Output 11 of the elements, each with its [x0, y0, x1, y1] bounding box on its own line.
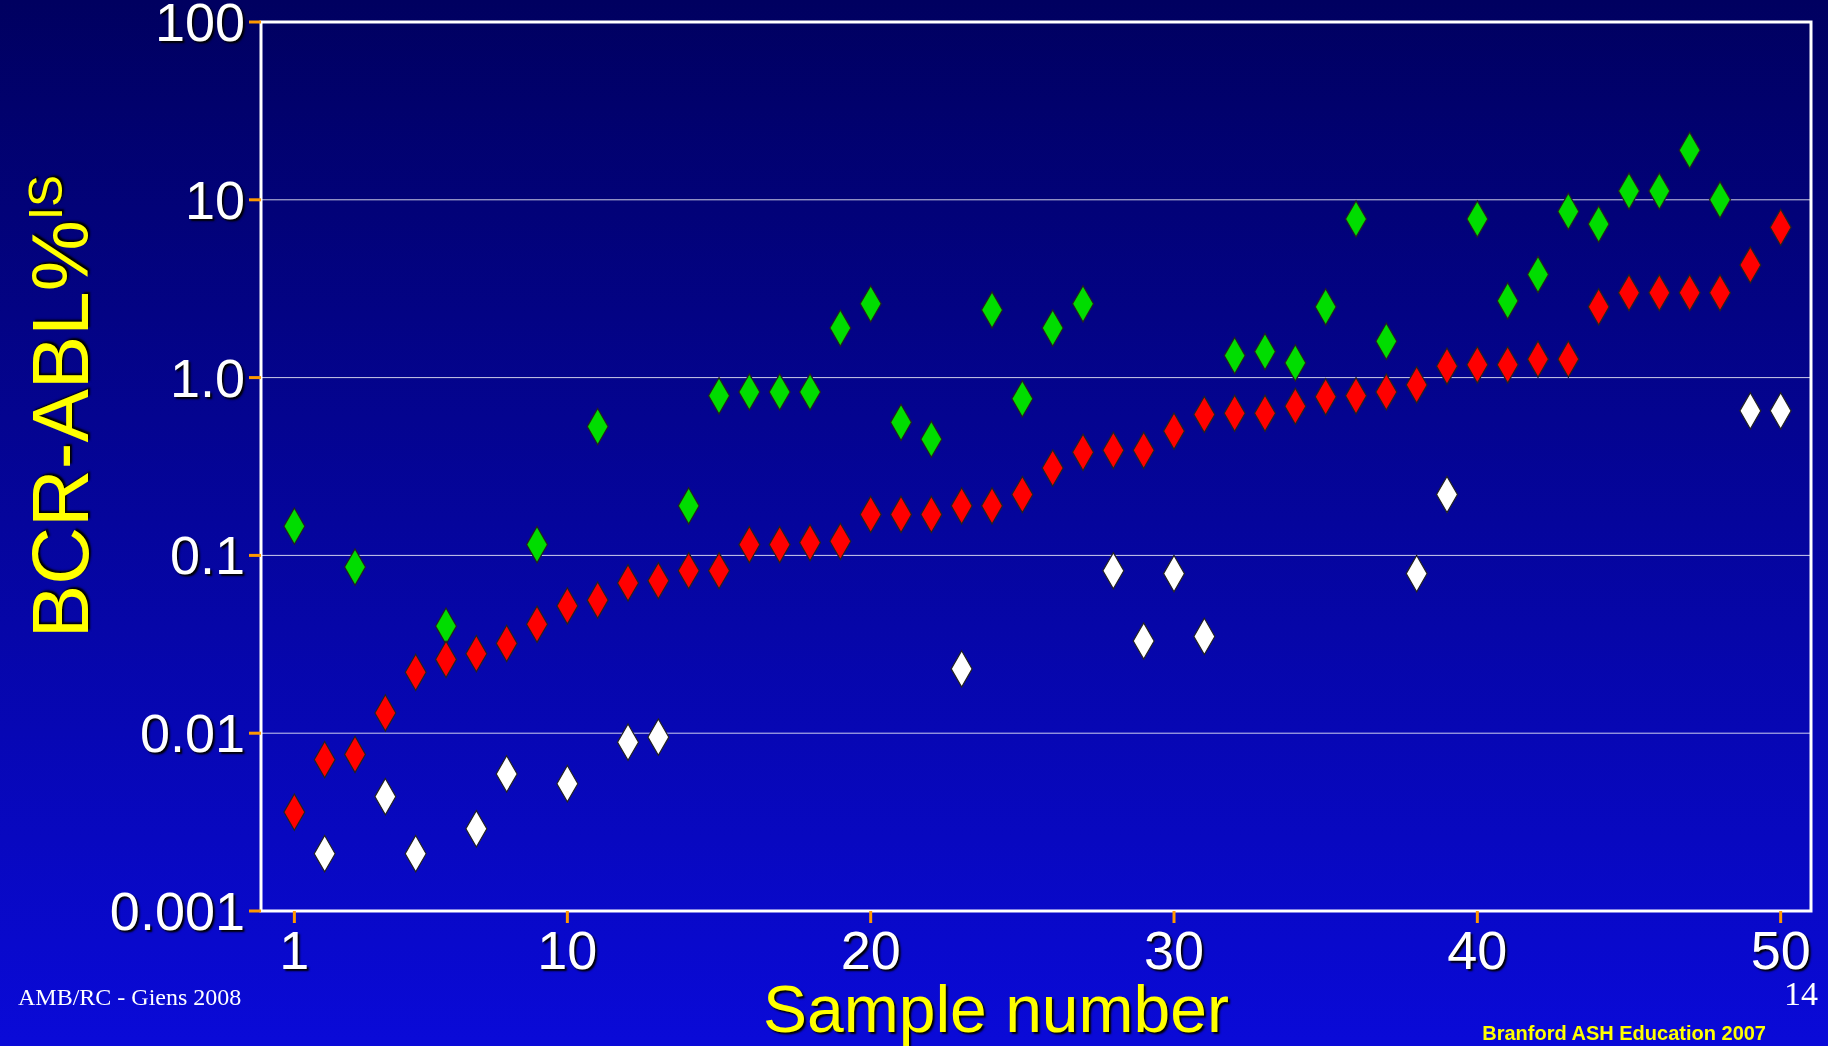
- y-tick-label: 0.01: [139, 703, 245, 764]
- y-tick-label: 100: [154, 0, 245, 52]
- y-tick-label: 1.0: [169, 347, 245, 408]
- y-tick-label: 0.1: [169, 525, 245, 586]
- x-tick-label: 40: [1447, 920, 1508, 980]
- x-tick-label: 1: [279, 920, 310, 980]
- text: AMB/RC - Giens 2008: [18, 984, 242, 1010]
- y-tick-label: 0.001: [109, 880, 245, 941]
- text: Branford ASH Education 2007: [1482, 1022, 1766, 1044]
- x-tick-label: 10: [537, 920, 598, 980]
- y-tick-label: 10: [184, 169, 245, 230]
